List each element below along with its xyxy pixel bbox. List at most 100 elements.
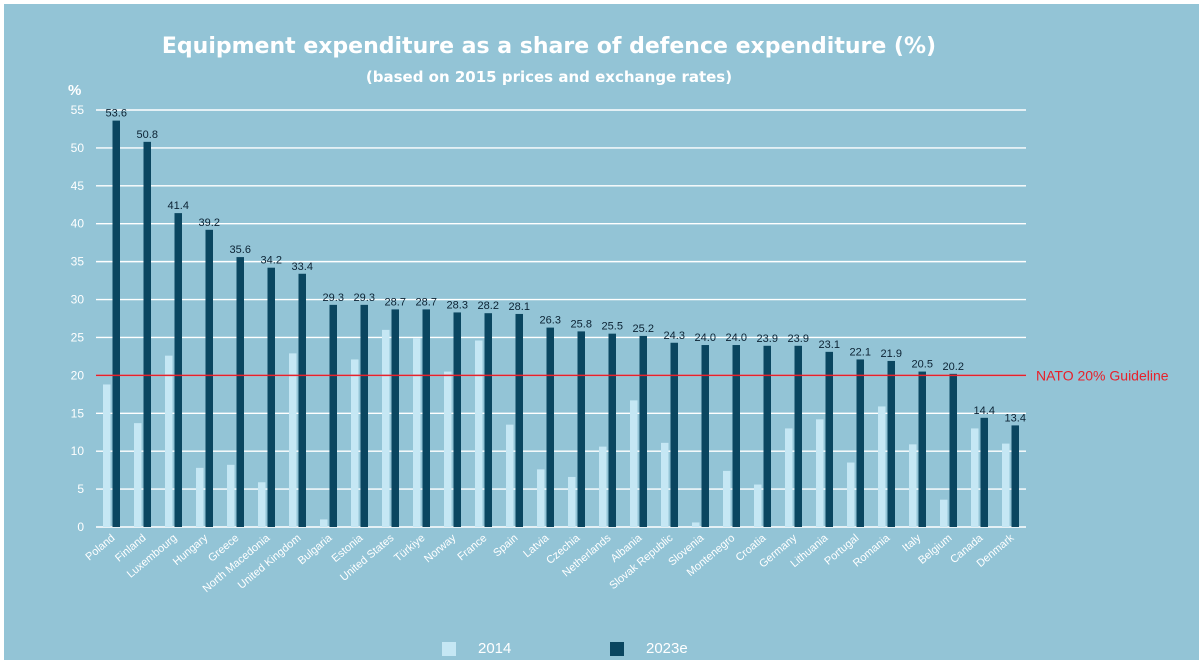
bar-2014-latvia bbox=[537, 469, 545, 527]
data-label: 22.1 bbox=[850, 346, 871, 358]
legend-swatch-2014 bbox=[442, 641, 456, 656]
data-label: 28.7 bbox=[416, 296, 437, 308]
y-tick-label: 5 bbox=[77, 482, 84, 496]
bar-2023e-denmark bbox=[1011, 425, 1019, 527]
bar-2014-portugal bbox=[847, 462, 855, 527]
legend-label-2023e: 2023e bbox=[646, 640, 688, 657]
bar-2014-finland bbox=[134, 423, 142, 527]
bar-2023e-north-macedonia bbox=[267, 267, 275, 527]
data-label: 28.1 bbox=[509, 301, 530, 313]
bar-2023e-netherlands bbox=[608, 333, 616, 527]
bar-2023e-lithuania bbox=[825, 351, 833, 527]
data-label: 34.2 bbox=[261, 255, 282, 267]
x-category-label: Hungary bbox=[171, 532, 211, 568]
chart-title: Equipment expenditure as a share of defe… bbox=[161, 34, 937, 59]
bar-2014-poland bbox=[103, 384, 111, 527]
x-category-label: Italy bbox=[900, 532, 924, 554]
data-label: 29.3 bbox=[323, 292, 344, 304]
x-category-label: Norway bbox=[422, 532, 459, 565]
bar-2014-albania bbox=[630, 400, 638, 527]
chart-subtitle: (based on 2015 prices and exchange rates… bbox=[365, 68, 733, 86]
bar-2014-spain bbox=[506, 424, 514, 527]
y-tick-label: 10 bbox=[71, 444, 85, 458]
data-label: 39.2 bbox=[199, 217, 220, 229]
bar-2023e-luxembourg bbox=[174, 213, 182, 527]
data-label: 26.3 bbox=[540, 315, 561, 327]
bar-2023e-spain bbox=[515, 313, 523, 527]
bar-2023e-germany bbox=[794, 345, 802, 527]
bar-2014-canada bbox=[971, 428, 979, 527]
data-label: 33.4 bbox=[292, 261, 313, 273]
y-tick-label: 15 bbox=[71, 406, 85, 420]
nato-guideline-label: NATO 20% Guideline bbox=[1036, 367, 1169, 383]
y-axis-unit-label: % bbox=[68, 82, 82, 99]
data-label: 25.5 bbox=[602, 321, 623, 333]
data-label: 50.8 bbox=[137, 129, 158, 141]
x-category-label: Belgium bbox=[916, 532, 954, 567]
data-label: 25.2 bbox=[633, 323, 654, 335]
bar-2014-romania bbox=[878, 406, 886, 527]
y-tick-label: 20 bbox=[71, 368, 85, 382]
bar-2014-greece bbox=[227, 464, 235, 527]
bar-2014-bulgaria bbox=[320, 519, 328, 527]
bar-2023e-albania bbox=[639, 335, 647, 527]
bar-2014-croatia bbox=[754, 484, 762, 527]
data-label: 25.8 bbox=[571, 318, 592, 330]
bar-2023e-romania bbox=[887, 360, 895, 527]
bar-2023e-türkiye bbox=[422, 309, 430, 527]
x-category-label: Bulgaria bbox=[296, 532, 335, 568]
x-category-label: United States bbox=[338, 532, 397, 584]
data-label: 21.9 bbox=[881, 348, 902, 360]
bar-2014-france bbox=[475, 340, 483, 527]
bar-2014-slovenia bbox=[692, 522, 700, 527]
bar-2014-norway bbox=[444, 371, 452, 527]
bar-2023e-croatia bbox=[763, 345, 771, 527]
data-label: 29.3 bbox=[354, 292, 375, 304]
data-label: 53.6 bbox=[106, 108, 127, 120]
legend-item-2023e: 2023e bbox=[610, 640, 688, 657]
y-tick-label: 0 bbox=[77, 520, 84, 534]
data-label: 35.6 bbox=[230, 244, 251, 256]
y-tick-label: 30 bbox=[71, 293, 85, 307]
bar-2014-slovak-republic bbox=[661, 442, 669, 527]
data-label: 24.3 bbox=[664, 330, 685, 342]
bar-2023e-italy bbox=[918, 371, 926, 527]
bar-2014-lithuania bbox=[816, 419, 824, 527]
data-label: 20.5 bbox=[912, 359, 933, 371]
y-tick-label: 35 bbox=[71, 255, 85, 269]
bar-2014-united-kingdom bbox=[289, 353, 297, 527]
bar-2023e-estonia bbox=[360, 304, 368, 527]
data-label: 20.2 bbox=[943, 361, 964, 373]
x-category-label: Türkiye bbox=[392, 532, 427, 564]
data-label: 23.9 bbox=[788, 333, 809, 345]
bar-2014-luxembourg bbox=[165, 355, 173, 527]
bar-2014-belgium bbox=[940, 499, 948, 527]
y-tick-label: 25 bbox=[71, 330, 85, 344]
data-label: 28.3 bbox=[447, 299, 468, 311]
x-category-label: Poland bbox=[83, 532, 117, 563]
bar-2023e-czechia bbox=[577, 331, 585, 527]
bar-2014-montenegro bbox=[723, 470, 731, 527]
bar-2023e-poland bbox=[112, 120, 120, 527]
data-label: 23.1 bbox=[819, 339, 840, 351]
bar-2023e-bulgaria bbox=[329, 304, 337, 527]
bar-2014-türkiye bbox=[413, 338, 421, 527]
bar-2023e-slovak-republic bbox=[670, 342, 678, 527]
y-tick-label: 50 bbox=[71, 141, 85, 155]
data-label: 13.4 bbox=[1005, 412, 1026, 424]
data-label: 28.7 bbox=[385, 296, 406, 308]
y-tick-label: 40 bbox=[71, 217, 85, 231]
data-label: 24.0 bbox=[726, 332, 747, 344]
legend-label-2014: 2014 bbox=[478, 640, 512, 657]
data-label: 41.4 bbox=[168, 200, 189, 212]
y-tick-label: 45 bbox=[71, 179, 85, 193]
bar-2023e-finland bbox=[143, 141, 151, 528]
bar-2023e-portugal bbox=[856, 359, 864, 527]
bar-2014-netherlands bbox=[599, 446, 607, 527]
bar-2023e-france bbox=[484, 313, 492, 527]
bar-2014-united-states bbox=[382, 329, 390, 527]
x-category-label: France bbox=[455, 532, 489, 563]
bar-2023e-norway bbox=[453, 312, 461, 527]
data-label: 14.4 bbox=[974, 405, 995, 417]
